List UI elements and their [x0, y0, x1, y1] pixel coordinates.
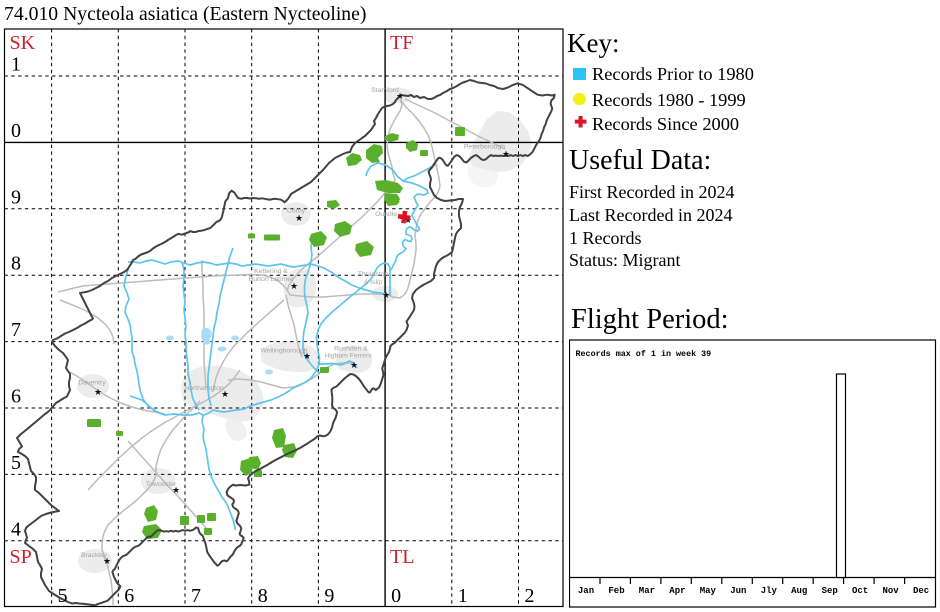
svg-text:★: ★	[172, 485, 180, 495]
svg-text:7: 7	[11, 319, 21, 341]
svg-text:& Islip: & Islip	[364, 279, 383, 286]
svg-text:★: ★	[221, 389, 229, 399]
svg-text:★: ★	[396, 91, 404, 101]
svg-text:Rushden &: Rushden &	[334, 346, 368, 353]
svg-text:6: 6	[11, 386, 21, 408]
svg-text:★: ★	[350, 360, 358, 370]
svg-text:Dec: Dec	[913, 586, 929, 596]
svg-text:Apr: Apr	[669, 586, 685, 596]
svg-text:★: ★	[382, 290, 390, 300]
svg-text:Kettering &: Kettering &	[254, 268, 288, 275]
svg-text:9: 9	[324, 585, 334, 607]
svg-text:Records max of 1 in week 39: Records max of 1 in week 39	[576, 349, 712, 359]
svg-text:Brackley: Brackley	[81, 552, 108, 559]
svg-text:5: 5	[11, 452, 21, 474]
svg-text:★: ★	[404, 215, 412, 225]
svg-text:SK: SK	[10, 32, 36, 54]
svg-text:★: ★	[295, 213, 303, 223]
svg-text:Oct: Oct	[852, 586, 868, 596]
svg-text:Towcester: Towcester	[146, 481, 177, 488]
svg-text:8: 8	[258, 585, 268, 607]
svg-text:Northampton: Northampton	[184, 385, 224, 392]
svg-text:5: 5	[58, 585, 68, 607]
svg-text:★: ★	[303, 351, 311, 361]
svg-text:Nov: Nov	[882, 586, 899, 596]
svg-text:★: ★	[502, 149, 510, 159]
svg-text:★: ★	[103, 556, 111, 566]
svg-text:0: 0	[11, 120, 21, 142]
svg-text:Wellingborough: Wellingborough	[260, 348, 307, 355]
svg-text:Aug: Aug	[791, 586, 807, 596]
svg-text:Daventry: Daventry	[78, 380, 106, 387]
svg-text:Feb: Feb	[608, 586, 624, 596]
svg-text:1: 1	[458, 585, 468, 607]
svg-text:★: ★	[94, 387, 102, 397]
svg-text:Thrapston: Thrapston	[358, 271, 389, 278]
svg-text:Corby: Corby	[287, 208, 306, 215]
svg-text:Oundle: Oundle	[375, 211, 397, 218]
svg-text:Mar: Mar	[639, 586, 655, 596]
svg-text:Jun: Jun	[730, 586, 746, 596]
svg-text:2: 2	[525, 585, 535, 607]
svg-text:0: 0	[391, 585, 401, 607]
svg-text:Burton Latimer: Burton Latimer	[249, 276, 294, 283]
svg-text:TL: TL	[390, 546, 414, 568]
svg-text:7: 7	[191, 585, 201, 607]
svg-text:Jan: Jan	[578, 586, 594, 596]
svg-text:TF: TF	[390, 32, 413, 54]
svg-text:Sep: Sep	[822, 586, 838, 596]
svg-text:6: 6	[124, 585, 134, 607]
svg-text:1: 1	[11, 54, 21, 76]
svg-text:4: 4	[11, 518, 21, 540]
svg-text:Jly: Jly	[761, 586, 778, 596]
svg-text:9: 9	[11, 186, 21, 208]
svg-text:★: ★	[290, 281, 298, 291]
svg-text:SP: SP	[10, 546, 32, 568]
svg-text:Higham Ferrers: Higham Ferrers	[324, 353, 372, 360]
svg-text:May: May	[700, 586, 717, 596]
svg-text:Stamford: Stamford	[371, 87, 399, 94]
svg-text:8: 8	[11, 253, 21, 275]
svg-text:Peterborough: Peterborough	[464, 144, 505, 151]
